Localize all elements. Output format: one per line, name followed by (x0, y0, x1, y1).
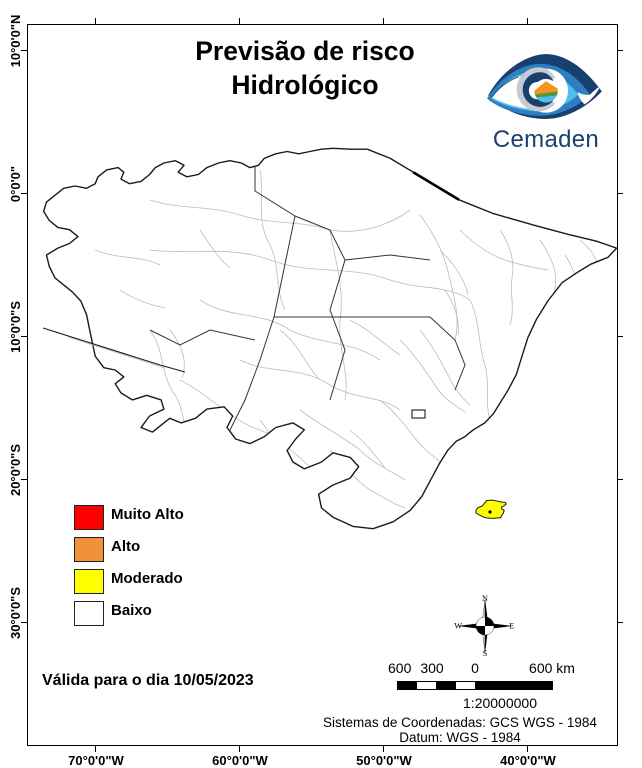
svg-text:N: N (482, 595, 488, 603)
svg-text:W: W (454, 622, 462, 631)
svg-text:E: E (509, 622, 514, 631)
svg-text:S: S (483, 649, 488, 657)
